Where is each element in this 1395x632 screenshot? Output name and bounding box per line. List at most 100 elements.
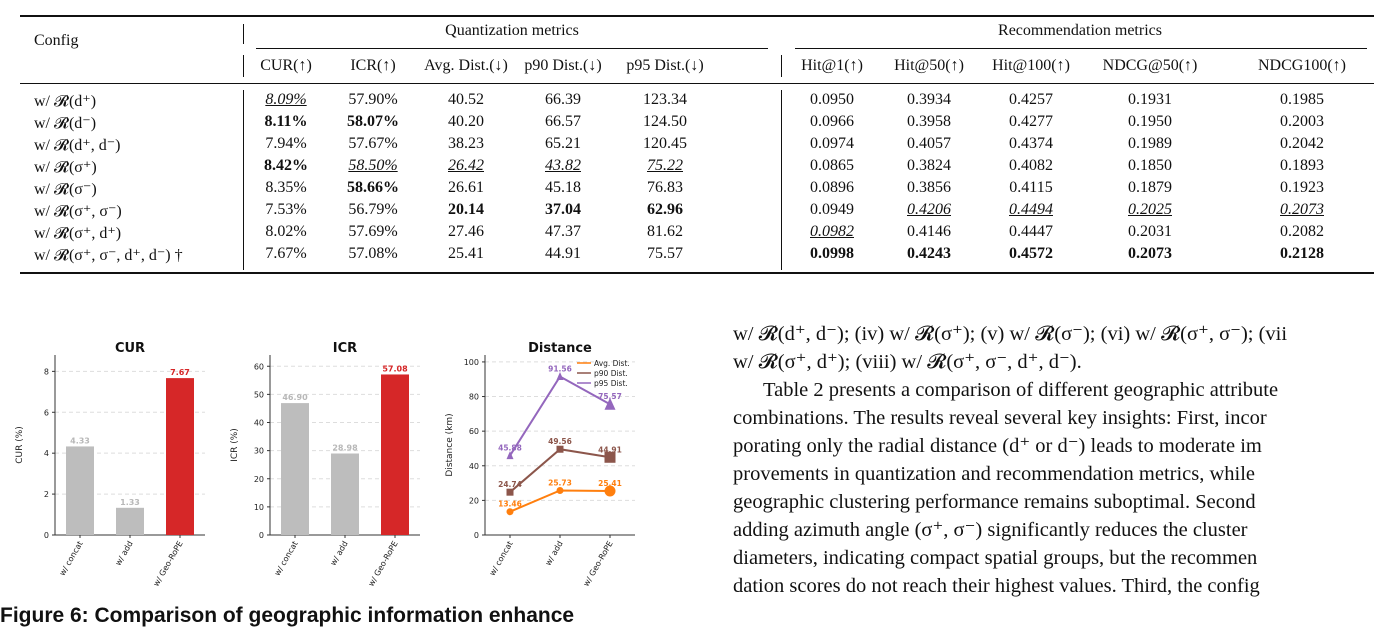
table-cell: 0.2073 xyxy=(1128,245,1172,262)
quantization-group-header: Quantization metrics xyxy=(445,22,579,39)
table-cell: 47.37 xyxy=(545,223,581,240)
point-value-label: 44.91 xyxy=(598,445,622,454)
table-cell: 44.91 xyxy=(545,245,581,262)
x-tick-label: w/ Geo-RoPE xyxy=(367,540,400,589)
table-cell: 0.0998 xyxy=(810,245,854,262)
x-tick-label: w/ concat xyxy=(58,540,85,578)
table-cell: 27.46 xyxy=(448,223,484,240)
bar-value-label: 46.90 xyxy=(282,393,308,402)
table-cell: 0.4206 xyxy=(907,201,951,218)
column-header: Hit@1(↑) xyxy=(801,57,863,74)
y-tick-label: 30 xyxy=(254,447,264,456)
table-cell: 0.2128 xyxy=(1280,245,1324,262)
table-cell: 0.1931 xyxy=(1128,91,1172,108)
x-tick-label: w/ add xyxy=(114,540,135,568)
y-tick-label: 50 xyxy=(254,390,264,399)
table-cell: 7.94% xyxy=(265,135,307,152)
bar xyxy=(166,378,194,535)
legend-label: p95 Dist. xyxy=(594,379,628,388)
cur-bar-chart: CUR 0 2 4 6 8 CUR (%) w/ concat w/ add w/ Geo-RoP… xyxy=(15,341,205,588)
table-cell: 26.61 xyxy=(448,179,484,196)
body-paragraph: Table 2 presents a comparison of differe… xyxy=(733,376,1393,600)
table-cell: 8.11% xyxy=(264,113,308,130)
table-cell: 57.67% xyxy=(348,135,398,152)
column-header: Avg. Dist.(↓) xyxy=(424,57,508,74)
table-cell: 0.1989 xyxy=(1128,135,1172,152)
table-cell: 25.41 xyxy=(448,245,484,262)
table-cell: 40.52 xyxy=(448,91,484,108)
x-tick-label: w/ add xyxy=(329,540,350,568)
table-cell: 26.42 xyxy=(448,157,484,174)
header-bottom-rule xyxy=(20,83,1374,84)
y-tick-label: 40 xyxy=(254,419,264,428)
y-tick-label: 20 xyxy=(254,475,264,484)
y-tick-label: 6 xyxy=(44,408,49,417)
table-cell: 0.3856 xyxy=(907,179,951,196)
table-cell: 0.1950 xyxy=(1128,113,1172,130)
bar-value-label: 4.33 xyxy=(70,436,90,445)
table-cell: 8.42% xyxy=(264,157,308,174)
x-tick-label: w/ concat xyxy=(273,540,300,578)
column-header: p90 Dist.(↓) xyxy=(524,57,602,74)
y-tick-label: 20 xyxy=(469,496,479,505)
table-cell: 0.4572 xyxy=(1009,245,1053,262)
row-config: w/ 𝓡(σ⁺) xyxy=(34,159,97,176)
table-cell: 0.2073 xyxy=(1280,201,1324,218)
y-tick-label: 0 xyxy=(259,531,264,540)
y-tick-label: 0 xyxy=(44,531,49,540)
table-cell: 0.0865 xyxy=(810,157,854,174)
row-config: w/ 𝓡(d⁺, d⁻) xyxy=(34,137,121,154)
data-point xyxy=(556,372,564,381)
table-cell: 0.4494 xyxy=(1009,201,1053,218)
paragraph-line: combinations. The results reveal several… xyxy=(733,407,1267,429)
table-cell: 0.3824 xyxy=(907,157,951,174)
table-cell: 45.18 xyxy=(545,179,581,196)
recommendation-underline xyxy=(795,48,1367,49)
table-cell: 0.2003 xyxy=(1280,113,1324,130)
distance-line-chart: Distance 0 20 40 60 80 100 Distance (km) w/ conc… xyxy=(445,341,635,589)
x-tick-label: w/ Geo-RoPE xyxy=(582,540,615,589)
y-tick-label: 8 xyxy=(44,367,49,376)
quantization-underline xyxy=(256,48,768,49)
icr-bar-chart: ICR 0 10 20 30 40 50 60 ICR (%) w/ concat w/ add w/… xyxy=(230,341,420,589)
body-text: w/ 𝓡(d⁺, d⁻); (iv) w/ 𝓡(σ⁺); (v) w/ 𝓡(σ⁻… xyxy=(733,320,1393,600)
table-cell: 40.20 xyxy=(448,113,484,130)
chart-title: Distance xyxy=(528,341,592,356)
table-cell: 57.08% xyxy=(348,245,398,262)
bar-value-label: 1.33 xyxy=(120,498,140,507)
table-cell: 0.2082 xyxy=(1280,223,1324,240)
paragraph-line: geographic clustering performance remain… xyxy=(733,491,1256,513)
point-value-label: 75.57 xyxy=(598,392,622,401)
table-cell: 66.57 xyxy=(545,113,581,130)
bar xyxy=(331,453,359,535)
config-header: Config xyxy=(34,32,79,49)
y-tick-label: 60 xyxy=(254,362,264,371)
column-header: Hit@50(↑) xyxy=(894,57,964,74)
table-cell: 8.02% xyxy=(265,223,307,240)
body-mid-separator xyxy=(781,90,782,270)
table-cell: 0.3958 xyxy=(907,113,951,130)
table-cell: 0.4257 xyxy=(1009,91,1053,108)
header-mid-separator xyxy=(781,55,782,77)
recommendation-group-header: Recommendation metrics xyxy=(998,22,1162,39)
table-cell: 7.67% xyxy=(265,245,307,262)
row-config: w/ 𝓡(σ⁺, σ⁻) xyxy=(34,203,122,220)
y-axis-label: Distance (km) xyxy=(445,413,455,476)
row-config: w/ 𝓡(d⁻) xyxy=(34,115,97,132)
body-line-1: w/ 𝓡(d⁺, d⁻); (iv) w/ 𝓡(σ⁺); (v) w/ 𝓡(σ⁻… xyxy=(733,323,1288,345)
table-cell: 57.69% xyxy=(348,223,398,240)
table-cell: 0.0949 xyxy=(810,201,854,218)
paragraph-line: Table 2 presents a comparison of differe… xyxy=(763,379,1279,401)
table-cell: 38.23 xyxy=(448,135,484,152)
y-tick-label: 100 xyxy=(464,358,479,367)
chart-title: ICR xyxy=(333,341,357,356)
bar-value-label: 57.08 xyxy=(382,364,408,373)
data-point xyxy=(556,486,564,494)
column-header: ICR(↑) xyxy=(350,57,396,74)
bar-value-label: 28.98 xyxy=(332,443,358,452)
point-value-label: 25.41 xyxy=(598,479,622,488)
table-cell: 0.4057 xyxy=(907,135,951,152)
body-left-separator xyxy=(243,90,244,270)
table-cell: 57.90% xyxy=(348,91,398,108)
y-axis-label: CUR (%) xyxy=(15,426,25,464)
